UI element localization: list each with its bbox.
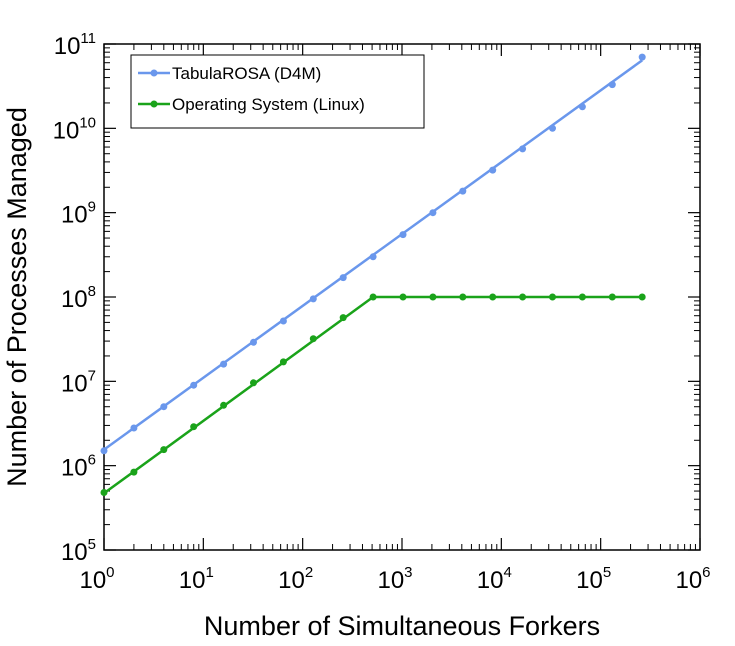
data-point: [638, 53, 646, 61]
legend: TabulaROSA (D4M) Operating System (Linux…: [130, 54, 425, 129]
data-point: [399, 231, 407, 239]
y-tick-labels: 105 106 107 108 109 1010 1011: [53, 30, 96, 566]
data-point: [459, 187, 467, 195]
data-point: [100, 447, 108, 455]
data-point: [160, 446, 168, 454]
y-tick-label: 108: [61, 283, 96, 313]
x-tick-label: 102: [278, 564, 313, 594]
data-point: [309, 335, 317, 343]
data-point: [130, 468, 138, 476]
minor-ticks: [104, 44, 700, 550]
data-point: [369, 253, 377, 261]
y-axis-title: Number of Processes Managed: [2, 107, 32, 487]
x-tick-label: 105: [576, 564, 611, 594]
legend-swatch-marker: [150, 100, 158, 108]
x-tick-label: 100: [79, 564, 114, 594]
data-point: [250, 338, 257, 346]
data-point: [100, 489, 108, 496]
data-point: [608, 293, 616, 301]
y-tick-label: 106: [61, 452, 96, 482]
series-linux: [100, 293, 646, 496]
y-tick-label: 1010: [53, 114, 96, 144]
data-point: [130, 424, 138, 432]
x-tick-labels: 100 101 102 103 104 105 106: [79, 564, 710, 594]
y-tick-label: 1011: [54, 30, 96, 60]
series-layer: [100, 53, 646, 496]
x-axis-title: Number of Simultaneous Forkers: [204, 611, 600, 641]
legend-swatch-marker: [150, 69, 158, 77]
data-point: [190, 381, 198, 389]
x-tick-label: 101: [179, 564, 214, 594]
data-point: [399, 293, 407, 301]
data-point: [578, 103, 586, 111]
data-point: [429, 209, 437, 217]
series-tabularosa: [100, 53, 646, 455]
x-tick-label: 104: [477, 564, 512, 594]
data-point: [250, 379, 257, 387]
data-point: [190, 423, 198, 431]
y-tick-label: 105: [61, 536, 96, 566]
data-point: [549, 293, 556, 301]
x-tick-label: 103: [377, 564, 412, 594]
data-point: [279, 358, 287, 366]
data-point: [429, 293, 437, 301]
legend-label: TabulaROSA (D4M): [172, 64, 321, 83]
data-point: [309, 295, 317, 303]
legend-box: [130, 54, 425, 129]
y-tick-label: 107: [61, 367, 96, 397]
legend-entry-linux: Operating System (Linux): [138, 95, 365, 114]
data-point: [608, 81, 616, 89]
data-point: [339, 314, 347, 322]
data-point: [549, 124, 556, 132]
data-point: [489, 166, 497, 174]
data-point: [160, 403, 168, 411]
data-point: [279, 317, 287, 325]
data-point: [369, 293, 377, 301]
data-point: [220, 360, 228, 368]
data-point: [220, 401, 228, 409]
data-point: [638, 293, 646, 301]
data-point: [578, 293, 586, 301]
data-point: [339, 274, 347, 282]
legend-label: Operating System (Linux): [172, 95, 365, 114]
y-tick-label: 109: [61, 199, 96, 229]
data-point: [519, 145, 527, 153]
data-point: [459, 293, 467, 301]
x-tick-label: 106: [675, 564, 710, 594]
data-point: [489, 293, 497, 301]
data-point: [519, 293, 527, 301]
legend-entry-tabularosa: TabulaROSA (D4M): [138, 64, 321, 83]
major-ticks: [103, 43, 701, 551]
series-line: [103, 295, 643, 495]
